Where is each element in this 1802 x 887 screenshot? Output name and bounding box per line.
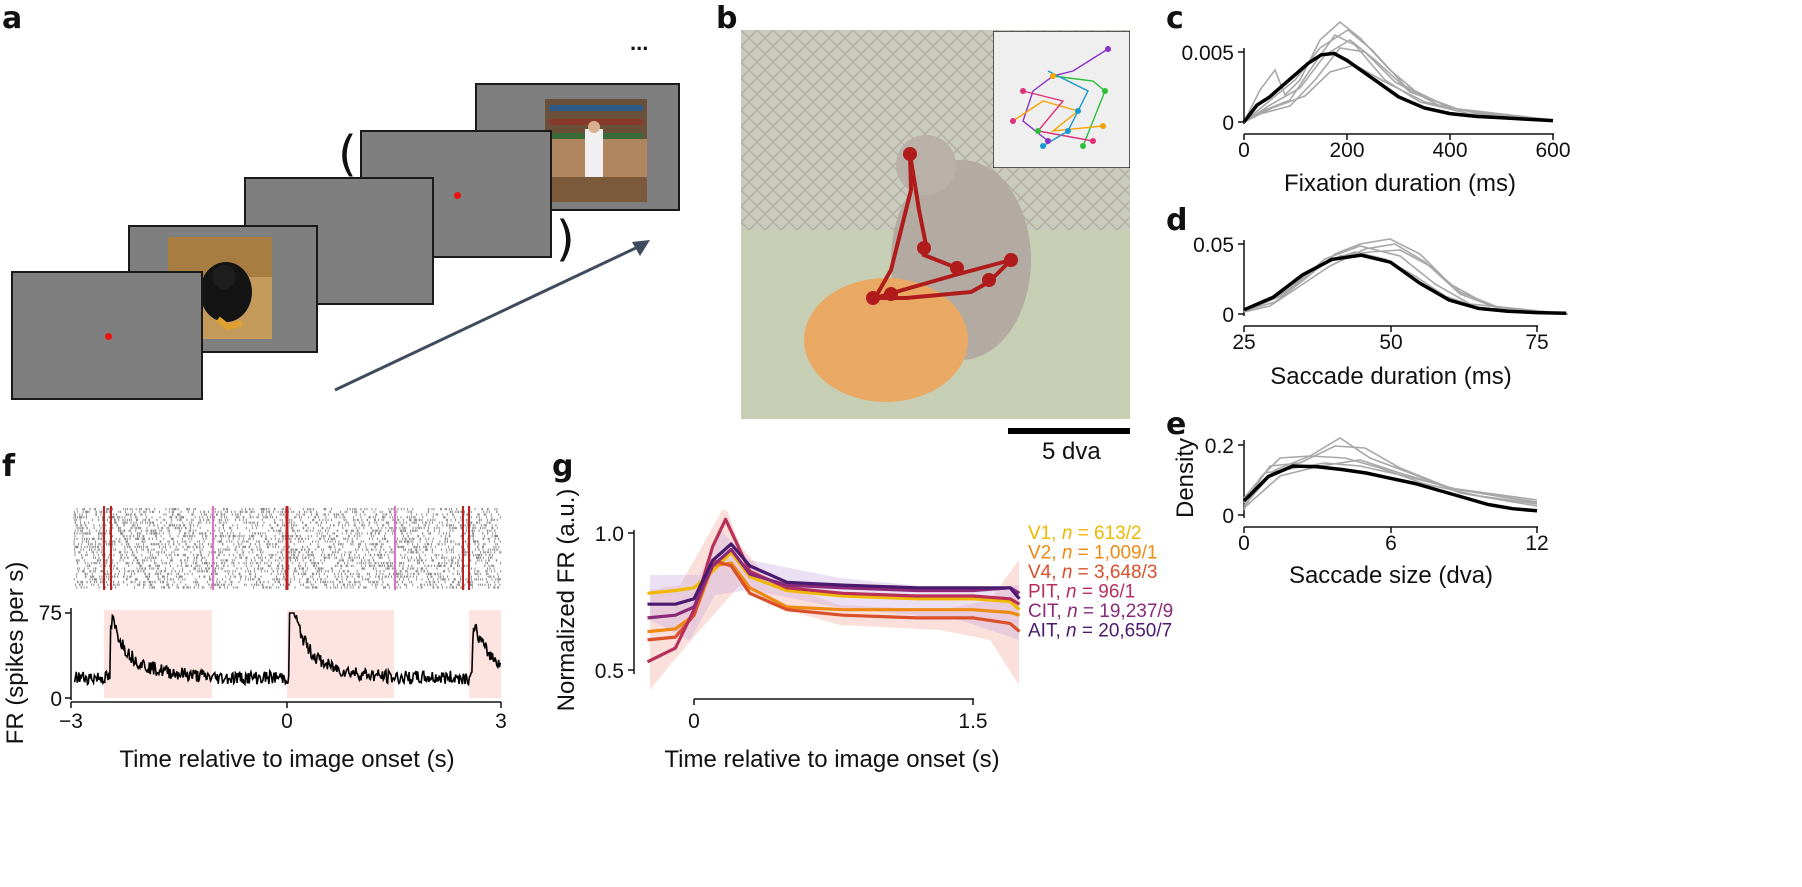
legend-entry-v4: V4, n = 3,648/3 — [1028, 562, 1157, 583]
xlabel-g: Time relative to image onset (s) — [664, 746, 999, 773]
xlabel-c: Fixation duration (ms) — [1284, 170, 1516, 197]
subject-lines-c — [1243, 20, 1554, 123]
mean-line-d — [1243, 253, 1567, 316]
paren-open: ( — [338, 126, 357, 182]
scale-bar — [1008, 428, 1130, 434]
spike-raster — [73, 508, 502, 589]
legend-entry-v1: V1, n = 613/2 — [1028, 523, 1142, 544]
scanpath-inset — [993, 31, 1130, 168]
psth-line — [73, 612, 502, 687]
axis-d-x: 25 50 75 — [1232, 325, 1549, 354]
image-periods — [104, 610, 501, 698]
series-line-cit — [647, 547, 1021, 620]
panel-label-c: c — [1166, 1, 1184, 36]
chart-e: Density 0.2 0 0 6 12 Saccade size (dva) — [1172, 435, 1549, 589]
tick-label: 75 — [39, 602, 62, 625]
series-lines — [646, 517, 1021, 664]
axis-f-y: 75 0 — [39, 602, 72, 711]
subject-lines-d — [1243, 238, 1569, 315]
chart-g: 1.0 0.5 0 1.5 Normalized FR (a.u.) Time … — [553, 490, 1173, 773]
chart-c: 0.005 0 0 200 400 600 Fixation duration … — [1181, 20, 1571, 197]
panel-label-a: a — [2, 1, 23, 36]
tick-label: 0 — [1238, 139, 1250, 162]
legend-entry-v2: V2, n = 1,009/1 — [1028, 543, 1157, 564]
tick-label: 0.5 — [595, 660, 624, 683]
axis-g-x: 0 1.5 — [688, 698, 988, 733]
ylabel-e: Density — [1172, 438, 1199, 518]
series-line-v1 — [647, 550, 1021, 611]
series-line-ait — [647, 542, 1021, 606]
tick-label: 0 — [1238, 532, 1250, 555]
tick-label: 1.0 — [595, 523, 624, 546]
tick-label: 0 — [688, 710, 700, 733]
ylabel-g: Normalized FR (a.u.) — [553, 490, 580, 711]
axis-c-x: 0 200 400 600 — [1238, 133, 1571, 162]
library-image — [545, 99, 647, 202]
scale-bar-label: 5 dva — [1042, 438, 1101, 465]
fixation-dot — [105, 333, 112, 340]
fixation-dot — [454, 192, 461, 199]
tick-label: 0 — [1222, 304, 1234, 327]
panel-label-g: g — [552, 449, 574, 484]
subject-lines-e — [1243, 437, 1538, 511]
panel-label-f: f — [2, 449, 16, 484]
mean-line-c — [1242, 51, 1554, 124]
tick-label: 200 — [1329, 139, 1364, 162]
tick-label: 3 — [495, 710, 507, 733]
axis-f-x: −3 0 3 — [59, 701, 507, 733]
tick-label: 1.5 — [958, 710, 987, 733]
tick-label: −3 — [59, 710, 83, 733]
tick-label: 0 — [50, 688, 62, 711]
panel-label-b: b — [716, 1, 738, 36]
scanpath-overlay — [866, 147, 1018, 305]
monkey-image — [168, 237, 272, 339]
tick-label: 6 — [1385, 532, 1397, 555]
tick-label: 0.005 — [1181, 42, 1234, 65]
chart-d: 0.05 0 25 50 75 Saccade duration (ms) — [1193, 234, 1569, 390]
tick-label: 12 — [1525, 532, 1548, 555]
xlabel-d: Saccade duration (ms) — [1270, 363, 1511, 390]
legend-entry-ait: AIT, n = 20,650/7 — [1028, 621, 1172, 642]
legend-entry-cit: CIT, n = 19,237/9 — [1028, 601, 1173, 622]
panel-label-e: e — [1166, 407, 1187, 442]
stimulus-frame-1 — [11, 271, 203, 400]
ylabel-f: FR (spikes per s) — [2, 562, 29, 745]
tick-label: 0 — [1222, 505, 1234, 528]
event-markers — [103, 506, 470, 590]
tick-label: 0.2 — [1205, 435, 1234, 458]
tick-label: 75 — [1525, 331, 1548, 354]
axis-g-y: 1.0 0.5 — [595, 523, 635, 683]
tick-label: 0 — [1222, 112, 1234, 135]
tick-label: 600 — [1535, 139, 1570, 162]
paren-close: ) — [556, 211, 575, 267]
axis-c-y: 0.005 0 — [1181, 42, 1245, 135]
panel-label-d: d — [1166, 203, 1188, 238]
tick-label: 25 — [1232, 331, 1255, 354]
legend-g: V1, n = 613/2V2, n = 1,009/1V4, n = 3,64… — [1028, 523, 1173, 642]
ellipsis: ... — [630, 30, 649, 55]
time-arrow — [334, 240, 650, 392]
tick-label: 0.05 — [1193, 234, 1234, 257]
tick-label: 400 — [1432, 139, 1467, 162]
xlabel-e: Saccade size (dva) — [1289, 562, 1493, 589]
mean-line-e — [1242, 464, 1538, 513]
axis-e-x: 0 6 12 — [1238, 526, 1549, 555]
tick-label: 0 — [281, 710, 293, 733]
axis-d-y: 0.05 0 — [1193, 234, 1245, 327]
legend-entry-pit: PIT, n = 96/1 — [1028, 582, 1135, 603]
chart-f: 75 0 −3 0 3 FR (spikes per s) Time relat… — [2, 506, 507, 773]
tick-label: 50 — [1379, 331, 1402, 354]
xlabel-f: Time relative to image onset (s) — [119, 746, 454, 773]
